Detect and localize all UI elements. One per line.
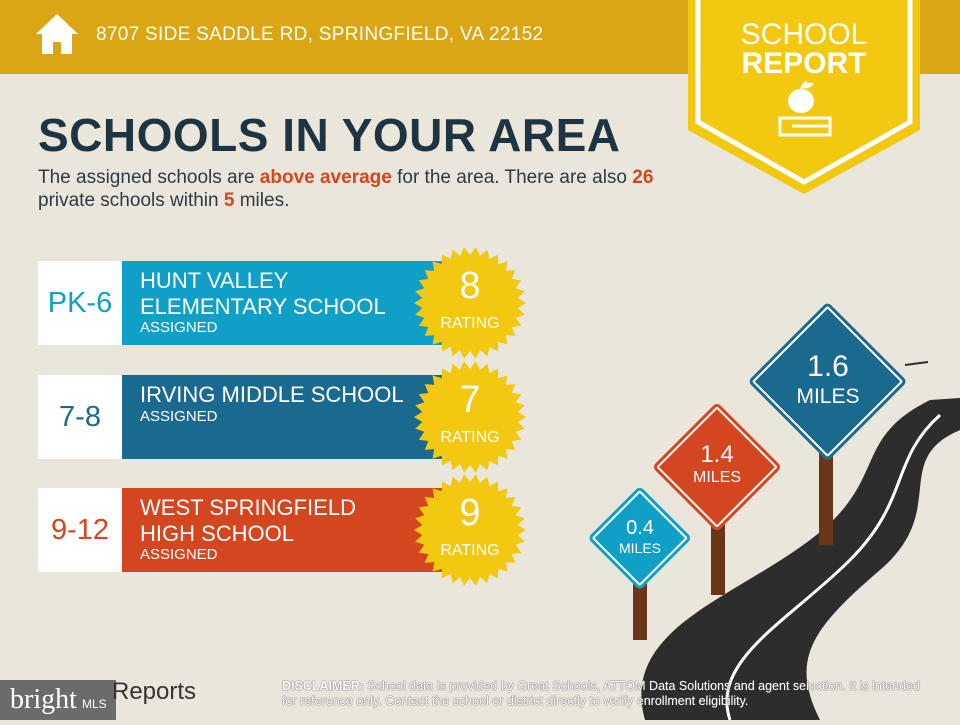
school-name-line-2: ELEMENTARY SCHOOL (140, 294, 386, 319)
banner-line-2: REPORT (741, 47, 867, 80)
starburst-badge-icon (414, 474, 526, 586)
assigned-label: ASSIGNED (140, 408, 218, 425)
rating-value: 7 (459, 379, 481, 421)
school-row: 9-12 WEST SPRINGFIELD HIGH SCHOOL ASSIGN… (38, 488, 448, 572)
apple-on-book-icon (778, 81, 832, 137)
rating-label: RATING (440, 542, 500, 559)
rating-value: 8 (459, 265, 481, 307)
rating-seal: 9 RATING (412, 472, 528, 588)
disclaimer: DISCLAIMER: School data is provided by G… (282, 679, 921, 708)
distance-sign: 0.4 MILES (587, 485, 692, 590)
school-name: HUNT VALLEY (140, 268, 289, 293)
road-scene: 0.4 MILES 1.4 MILES 1.6 MILES (560, 290, 960, 721)
school-band: HUNT VALLEY ELEMENTARY SCHOOL ASSIGNED (122, 261, 448, 345)
page-title: SCHOOLS IN YOUR AREA (38, 109, 621, 161)
sign-distance: 0.4 (626, 517, 654, 540)
sign-unit: MILES (692, 468, 741, 486)
banner-line-1: SCHOOL (740, 18, 868, 51)
house-icon (36, 14, 78, 54)
assigned-label: ASSIGNED (140, 319, 218, 336)
distance-sign: 1.4 MILES (651, 401, 782, 532)
property-address: 8707 SIDE SADDLE RD, SPRINGFIELD, VA 221… (96, 24, 544, 45)
reports-logo-text: Reports (112, 678, 197, 705)
school-row: 7-8 IRVING MIDDLE SCHOOL ASSIGNED (38, 375, 448, 459)
school-name-line-2: HIGH SCHOOL (140, 521, 295, 546)
school-band: WEST SPRINGFIELD HIGH SCHOOL ASSIGNED (122, 488, 448, 572)
bright-mls-logo: bright MLS (0, 680, 116, 720)
school-name: IRVING MIDDLE SCHOOL (140, 382, 404, 407)
school-band: IRVING MIDDLE SCHOOL ASSIGNED (122, 375, 448, 459)
grade-range: 7-8 (38, 375, 122, 459)
assigned-label: ASSIGNED (140, 546, 218, 563)
road-illustration (633, 361, 960, 721)
sign-distance: 1.4 (700, 441, 734, 468)
rating-label: RATING (440, 315, 500, 332)
rating-label: RATING (440, 429, 500, 446)
sign-unit: MILES (618, 540, 661, 557)
sign-distance: 1.6 (807, 350, 849, 383)
starburst-badge-icon (414, 247, 526, 359)
distance-sign: 1.6 MILES (747, 301, 908, 462)
school-row: PK-6 HUNT VALLEY ELEMENTARY SCHOOL ASSIG… (38, 261, 448, 345)
starburst-badge-icon (414, 361, 526, 473)
grade-range: PK-6 (38, 261, 122, 345)
rating-value: 9 (459, 492, 481, 534)
rating-seal: 8 RATING (412, 245, 528, 361)
rating-seal: 7 RATING (412, 359, 528, 475)
school-report-banner (688, 0, 920, 194)
sign-unit: MILES (796, 384, 860, 408)
intro-text: The assigned schools are above average f… (38, 167, 654, 211)
school-name: WEST SPRINGFIELD (140, 495, 356, 520)
grade-range: 9-12 (38, 488, 122, 572)
